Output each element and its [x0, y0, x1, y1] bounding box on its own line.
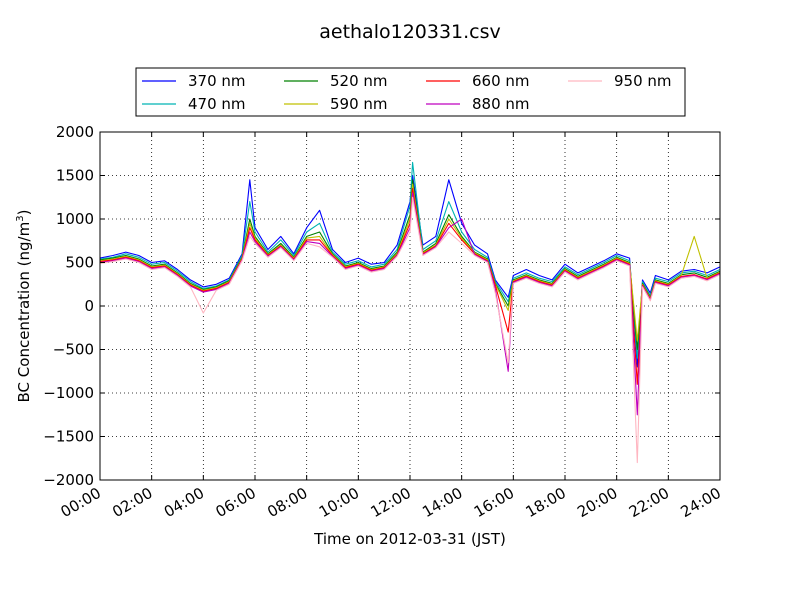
legend-label: 880 nm [472, 95, 530, 113]
x-tick-label: 24:00 [678, 484, 724, 521]
legend-box [135, 67, 686, 117]
legend: 370 nm 470 nm 520 nm 590 nm 660 nm 880 nm 950 … [135, 67, 686, 117]
x-tick-label: 06:00 [213, 484, 259, 521]
y-axis-label-end: ) [15, 210, 33, 216]
y-axis: 2000 1500 1000 500 0 −500 −1000 −1500 −2000 [43, 123, 720, 489]
y-tick-label: −1500 [43, 428, 94, 446]
x-tick-label: 08:00 [264, 484, 310, 521]
y-tick-label: 500 [65, 254, 94, 272]
x-tick-label: 22:00 [626, 484, 672, 521]
chart-title: aethalo120331.csv [319, 21, 501, 43]
x-tick-label: 02:00 [109, 484, 155, 521]
y-tick-label: 2000 [56, 123, 94, 141]
y-tick-label: −1000 [43, 384, 94, 402]
x-axis: 00:00 02:00 04:00 06:00 08:00 10:00 12:00 14:00… [58, 132, 724, 521]
series-line-950-nm [99, 196, 721, 464]
y-tick-label: −2000 [43, 471, 94, 489]
y-axis-label: BC Concentration (ng/m3) [15, 210, 33, 403]
legend-label: 660 nm [472, 72, 530, 90]
legend-label: 370 nm [188, 72, 246, 90]
x-tick-label: 14:00 [419, 484, 465, 521]
y-tick-label: 1500 [56, 167, 94, 185]
y-axis-label-main: BC Concentration (ng/m [15, 222, 33, 403]
grid-lines [100, 132, 720, 480]
x-tick-label: 20:00 [574, 484, 620, 521]
x-tick-label: 10:00 [316, 484, 362, 521]
x-tick-label: 00:00 [58, 484, 104, 521]
series-line-660-nm [99, 188, 721, 385]
legend-label: 950 nm [614, 72, 672, 90]
y-tick-label: 1000 [56, 210, 94, 228]
y-axis-label-superscript: 3 [15, 215, 26, 221]
x-tick-label: 18:00 [523, 484, 569, 521]
x-axis-label: Time on 2012-03-31 (JST) [313, 530, 506, 548]
y-tick-label: −500 [53, 341, 94, 359]
x-tick-label: 16:00 [471, 484, 517, 521]
legend-label: 470 nm [188, 95, 246, 113]
y-tick-label: 0 [84, 297, 94, 315]
x-tick-label: 04:00 [161, 484, 207, 521]
series-lines [99, 161, 721, 464]
legend-label: 590 nm [330, 95, 388, 113]
legend-label: 520 nm [330, 72, 388, 90]
x-tick-label: 12:00 [368, 484, 414, 521]
